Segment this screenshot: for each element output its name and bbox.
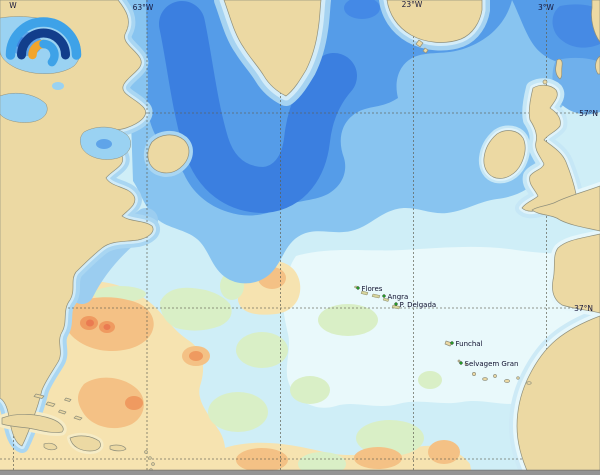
land-hispaniola — [69, 435, 101, 452]
place-label-p-delgada: P. Delgada — [400, 301, 437, 309]
place-label-funchal: Funchal — [456, 340, 483, 348]
land-africa — [516, 315, 600, 475]
land-france — [531, 185, 600, 232]
logo-middle-arc — [17, 28, 70, 60]
place-labels: Flores Angra P. Delgada Funchal Selvagem… — [356, 285, 519, 368]
meridian-label-3w: 3°W — [538, 3, 555, 12]
land-newfoundland — [147, 134, 190, 174]
land-iceland — [386, 0, 483, 43]
land-selvagens — [457, 359, 468, 366]
meridian-label-23w: 23°W — [402, 0, 423, 9]
land-orkney — [542, 79, 548, 85]
place-marker-angra — [382, 294, 386, 298]
land-cuba — [1, 414, 64, 433]
land-bahamas — [33, 393, 83, 421]
land-iberia — [552, 233, 600, 314]
place-label-angra: Angra — [388, 293, 409, 301]
logo-inner-blue-arc — [39, 39, 59, 67]
app-logo — [5, 17, 82, 67]
place-label-selvagem: Selvagem Gran — [465, 360, 519, 368]
place-marker-funchal — [450, 341, 454, 345]
parallel-label-37n: 37°N — [574, 304, 593, 313]
window-edge-bar — [0, 469, 600, 475]
land-ireland — [483, 130, 526, 179]
land-puerto-rico — [109, 444, 127, 452]
land-jamaica — [43, 442, 58, 451]
land-canary-islands — [472, 372, 532, 385]
place-label-flores: Flores — [362, 285, 383, 293]
place-marker-flores — [356, 286, 360, 290]
place-marker-selvagem — [459, 361, 463, 365]
parallel-label-57n: 57°N — [579, 109, 598, 118]
meridian-label-83w: W — [9, 1, 17, 10]
place-marker-p-delgada — [394, 302, 398, 306]
logo-outer-arc — [5, 17, 82, 60]
land-madeira — [444, 340, 453, 347]
land-greenland — [223, 0, 322, 97]
graticule-labels: W 63°W 23°W 3°W 57°N 37°N — [9, 0, 598, 313]
meridian-label-63w: 63°W — [133, 3, 154, 12]
land-shetland — [555, 58, 563, 80]
land-faroe-islands — [415, 39, 429, 54]
